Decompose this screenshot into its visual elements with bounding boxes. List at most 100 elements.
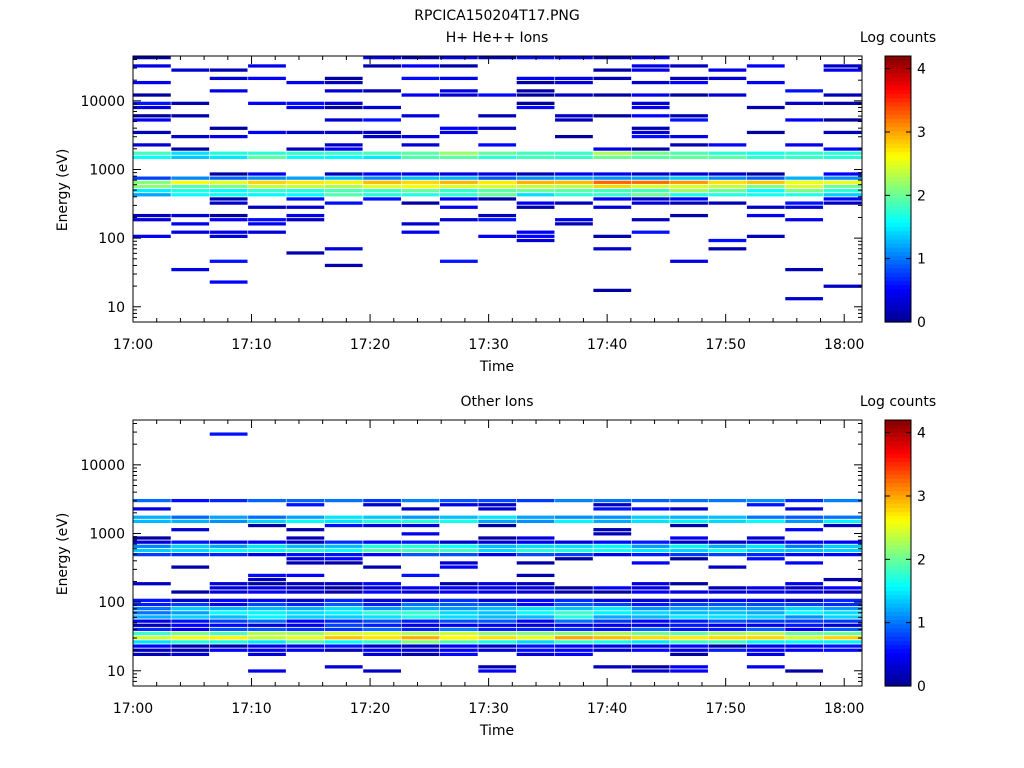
heatmap-cell: [823, 611, 862, 615]
heatmap-cell: [478, 184, 517, 189]
heatmap-cell: [401, 623, 440, 627]
colorbar-segment: [885, 677, 911, 683]
heatmap-cell: [324, 118, 363, 122]
heatmap-cell: [401, 189, 440, 193]
heatmap-cell: [248, 627, 286, 632]
colorbar-segment: [885, 213, 911, 219]
heatmap-cell: [209, 619, 248, 623]
heatmap-cell: [555, 76, 593, 81]
heatmap-cell: [823, 586, 862, 590]
colorbar-segment: [885, 76, 911, 82]
heatmap-cell: [401, 180, 440, 184]
heatmap-cell: [248, 76, 286, 81]
heatmap-cell: [708, 189, 747, 193]
heatmap-cell: [171, 184, 210, 189]
heatmap-cell: [785, 598, 824, 602]
colorbar-segment: [885, 234, 911, 240]
heatmap-cell: [746, 64, 785, 68]
heatmap-cell: [133, 602, 171, 607]
heatmap-cell: [478, 197, 517, 201]
heatmap-cell: [133, 619, 171, 623]
panel-title: H+ He++ Ions: [446, 30, 549, 46]
heatmap-cell: [631, 114, 670, 118]
heatmap-cell: [708, 247, 747, 251]
heatmap-cell: [746, 631, 785, 636]
heatmap-cell: [209, 586, 248, 590]
x-tick-label: 18:00: [824, 337, 864, 353]
heatmap-cell: [555, 56, 593, 60]
heatmap-cell: [248, 631, 286, 636]
colorbar-tick-label: 3: [917, 125, 926, 141]
heatmap-cell: [631, 172, 670, 176]
heatmap-cell: [363, 130, 401, 135]
heatmap-cell: [631, 197, 670, 201]
colorbar-segment: [885, 130, 911, 136]
heatmap-cell: [670, 213, 708, 218]
heatmap-cell: [823, 93, 862, 97]
heatmap-cell: [439, 89, 478, 93]
heatmap-cell: [823, 648, 862, 652]
colorbar-segment: [885, 272, 911, 277]
colorbar-segment: [885, 301, 911, 306]
heatmap-cell: [516, 652, 555, 657]
heatmap-cell: [248, 498, 286, 503]
heatmap-cell: [324, 598, 363, 602]
heatmap-cell: [363, 544, 401, 548]
heatmap-cell: [286, 519, 325, 524]
heatmap-cell: [478, 615, 517, 619]
colorbar-segment: [885, 523, 911, 529]
heatmap-cell: [171, 648, 210, 652]
heatmap-cell: [593, 151, 632, 155]
colorbar-segment: [885, 594, 911, 600]
heatmap-cell: [286, 205, 325, 209]
heatmap-cell: [670, 189, 708, 193]
heatmap-cell: [823, 147, 862, 151]
heatmap-cell: [133, 93, 171, 97]
colorbar-segment: [885, 64, 911, 70]
heatmap-cell: [363, 134, 401, 139]
heatmap-cell: [746, 189, 785, 193]
heatmap-cell: [286, 561, 325, 565]
heatmap-cell: [746, 151, 785, 155]
y-tick-label: 10: [107, 300, 125, 316]
heatmap-cell: [439, 189, 478, 193]
heatmap-cell: [286, 607, 325, 611]
heatmap-cell: [593, 180, 632, 184]
heatmap-cell: [439, 498, 478, 503]
heatmap-cell: [555, 184, 593, 189]
heatmap-cell: [670, 590, 708, 594]
heatmap-cell: [785, 540, 824, 544]
heatmap-cell: [746, 553, 785, 557]
heatmap-cell: [324, 644, 363, 648]
heatmap-cell: [324, 627, 363, 632]
heatmap-cell: [631, 498, 670, 503]
heatmap-cell: [286, 180, 325, 184]
heatmap-cell: [401, 611, 440, 615]
heatmap-cell: [478, 114, 517, 118]
heatmap-cell: [555, 114, 593, 118]
heatmap-cell: [363, 197, 401, 201]
heatmap-cell: [248, 544, 286, 548]
heatmap-cell: [555, 544, 593, 548]
heatmap-cell: [401, 134, 440, 139]
heatmap-cell: [324, 648, 363, 652]
heatmap-cell: [516, 611, 555, 615]
heatmap-cell: [555, 218, 593, 222]
heatmap-cell: [171, 498, 210, 503]
heatmap-cell: [439, 652, 478, 657]
colorbar-segment: [885, 636, 911, 641]
heatmap-cell: [670, 176, 708, 180]
heatmap-cell: [133, 184, 171, 189]
heatmap-cell: [209, 648, 248, 652]
colorbar-segment: [885, 251, 911, 257]
heatmap-cell: [171, 615, 210, 619]
heatmap-cell: [209, 234, 248, 238]
heatmap-cell: [286, 155, 325, 160]
heatmap-cell: [286, 193, 325, 197]
heatmap-cell: [286, 619, 325, 623]
heatmap-cell: [785, 155, 824, 160]
heatmap-cell: [248, 590, 286, 594]
heatmap-cell: [631, 193, 670, 197]
colorbar-segment: [885, 93, 911, 99]
heatmap-cell: [823, 540, 862, 544]
